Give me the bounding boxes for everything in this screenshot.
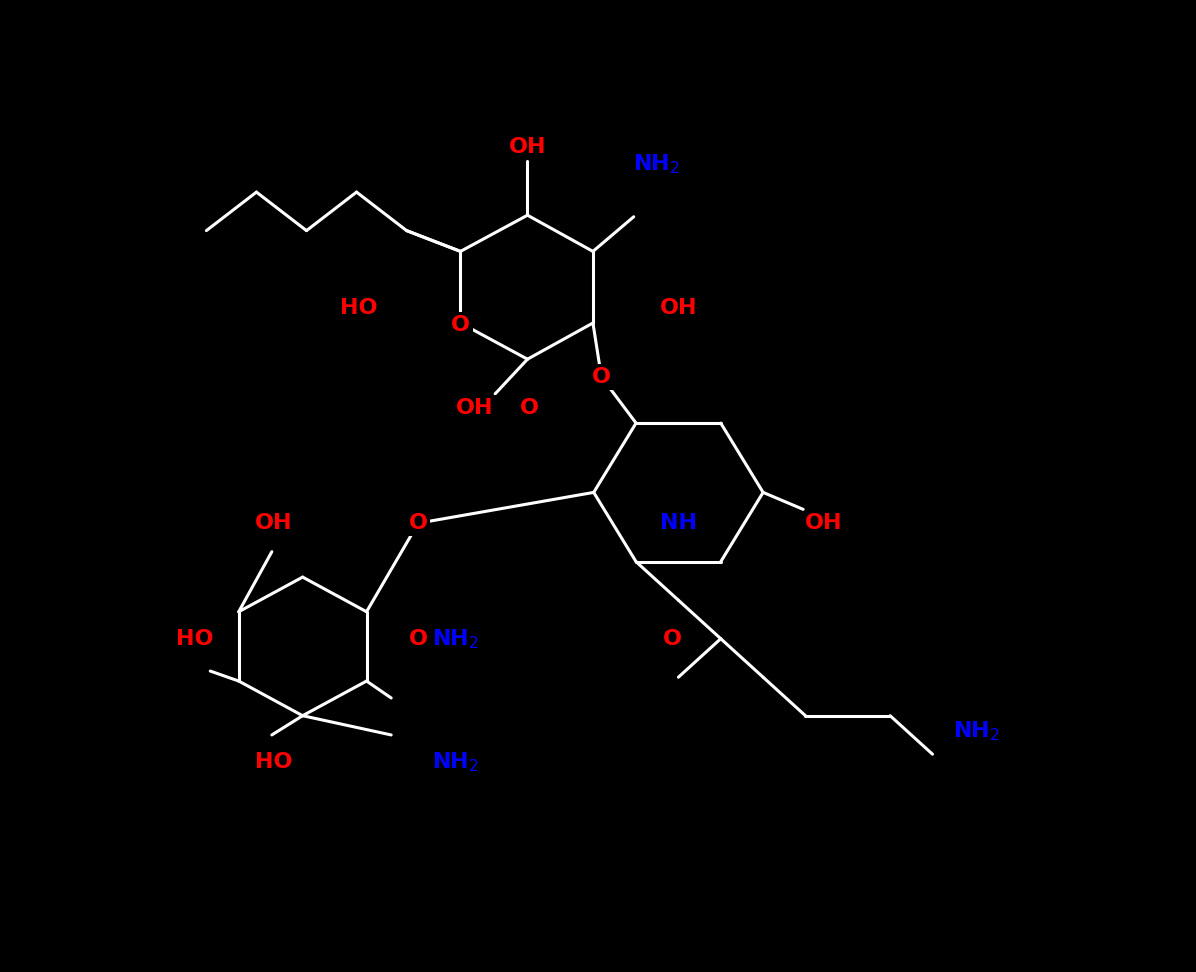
Text: NH$_2$: NH$_2$ [432, 750, 478, 774]
Text: O: O [520, 398, 539, 418]
Text: HO: HO [255, 752, 292, 772]
Text: OH: OH [508, 137, 547, 157]
Text: NH$_2$: NH$_2$ [634, 153, 681, 176]
Text: OH: OH [255, 513, 292, 534]
Text: NH$_2$: NH$_2$ [432, 627, 478, 650]
Text: O: O [592, 366, 611, 387]
Text: O: O [663, 629, 682, 648]
Text: NH: NH [660, 513, 697, 534]
Text: OH: OH [456, 398, 493, 418]
Text: OH: OH [805, 513, 843, 534]
Text: HO: HO [340, 297, 378, 318]
Text: HO: HO [176, 629, 214, 648]
Text: O: O [409, 629, 428, 648]
Text: OH: OH [660, 297, 697, 318]
Text: O: O [409, 513, 428, 534]
Text: NH$_2$: NH$_2$ [953, 719, 1000, 743]
Text: O: O [451, 315, 470, 334]
